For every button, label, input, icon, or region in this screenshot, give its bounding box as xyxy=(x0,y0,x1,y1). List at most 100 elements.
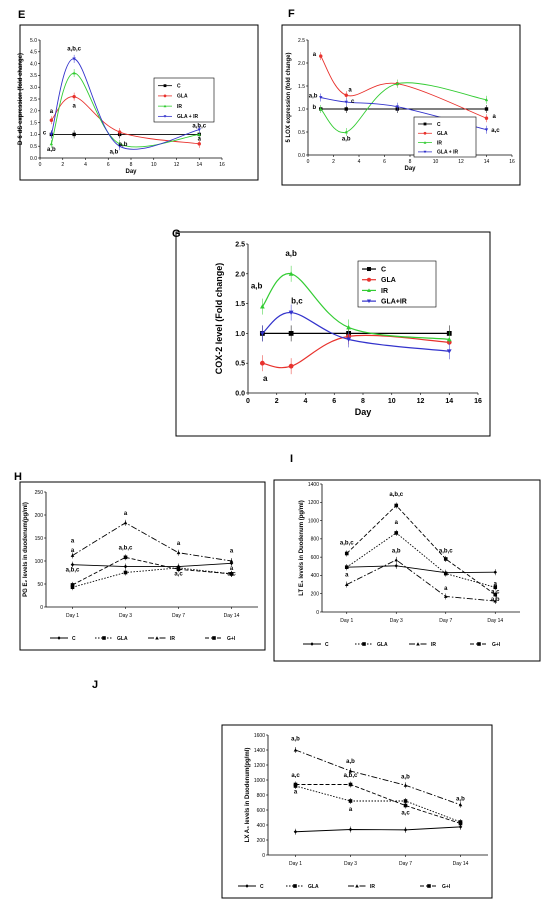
data-point xyxy=(493,585,498,590)
data-point xyxy=(443,557,448,561)
y-tick-label: 2.0 xyxy=(298,61,305,67)
data-point xyxy=(288,363,294,369)
data-point xyxy=(484,116,489,120)
y-tick-label: 200 xyxy=(35,513,44,519)
panel-g: G 0 2 4 6 8 10 12 14 16 0.0 0.5 1.0 1.5 2.0 2.5 Day COX-2… xyxy=(172,228,491,437)
x-tick-label: 4 xyxy=(84,162,87,168)
data-point xyxy=(395,105,399,109)
series-line xyxy=(72,556,232,586)
x-tick-label: 10 xyxy=(151,162,157,168)
data-point xyxy=(348,827,353,832)
series-line xyxy=(346,559,496,602)
y-tick-label: 1200 xyxy=(254,763,265,769)
series-gla xyxy=(293,783,463,825)
legend: C GLA IR GLA + IR xyxy=(413,116,477,158)
y-tick-label: 400 xyxy=(257,823,266,829)
data-point xyxy=(344,100,348,104)
series-gla-ir xyxy=(49,54,201,151)
legend-entry: GLA xyxy=(437,131,448,137)
data-point xyxy=(123,570,128,575)
series-gla xyxy=(70,564,234,591)
legend: C GLA IR G+I xyxy=(50,636,236,642)
y-axis-label: COX-2 level (Fold change) xyxy=(214,263,224,375)
significance-label: a xyxy=(124,511,128,517)
data-point xyxy=(197,142,201,146)
panel-frame xyxy=(19,24,259,181)
significance-label: a xyxy=(345,572,349,578)
y-tick-label: 1.5 xyxy=(298,84,305,90)
data-point xyxy=(259,331,265,336)
data-point xyxy=(458,825,463,829)
significance-label: a,b xyxy=(456,796,465,802)
y-tick-label: 1600 xyxy=(254,733,265,739)
legend-entry: G+I xyxy=(492,642,501,648)
x-tick-label: 0 xyxy=(246,398,250,405)
x-tick-label: Day 1 xyxy=(340,618,353,624)
x-tick-label: 8 xyxy=(130,162,133,168)
significance-label: a xyxy=(72,103,76,109)
legend-entry: GLA xyxy=(381,277,396,284)
data-point xyxy=(117,144,122,148)
legend-entry: IR xyxy=(431,642,436,648)
data-point xyxy=(403,783,408,787)
significance-label: a,b,c xyxy=(192,123,206,129)
x-tick-label: 2 xyxy=(275,398,279,405)
x-tick-label: 12 xyxy=(417,398,425,405)
significance-label: a,c xyxy=(291,773,300,779)
data-point xyxy=(493,592,498,597)
y-tick-label: 0.5 xyxy=(235,361,245,368)
data-point xyxy=(403,803,408,808)
legend-marker xyxy=(163,84,167,88)
legend-entry: IR xyxy=(381,288,388,295)
y-tick-label: 600 xyxy=(311,555,320,561)
x-tick-label: Day 3 xyxy=(119,613,132,619)
significance-label: a,b xyxy=(309,94,318,100)
data-point xyxy=(176,550,181,555)
y-tick-label: 0.0 xyxy=(298,153,305,159)
legend-entry: GLA xyxy=(308,884,319,890)
data-point xyxy=(443,594,448,598)
series-line xyxy=(72,567,232,588)
data-point xyxy=(70,553,75,557)
series-g-i xyxy=(293,781,463,827)
x-tick-label: 12 xyxy=(458,159,464,165)
legend-marker xyxy=(423,150,427,154)
significance-label: a,b,c xyxy=(119,546,133,552)
x-axis-label: Day xyxy=(125,169,137,175)
significance-label: a,b,c xyxy=(66,568,80,574)
data-point xyxy=(197,132,201,136)
legend-marker xyxy=(102,636,106,640)
legend-entry: C xyxy=(381,267,386,274)
legend-marker xyxy=(155,636,159,640)
y-tick-label: 0 xyxy=(40,605,43,611)
x-tick-label: Day 3 xyxy=(344,861,357,867)
legend-entry: IR xyxy=(437,140,442,146)
significance-label: a xyxy=(294,790,298,796)
x-tick-label: 14 xyxy=(445,398,453,405)
significance-label: a,b xyxy=(119,142,128,148)
panel-label: F xyxy=(288,8,295,20)
y-tick-label: 5.0 xyxy=(30,38,37,44)
significance-label: c xyxy=(43,130,47,136)
y-tick-label: 200 xyxy=(311,592,320,598)
data-point xyxy=(319,107,323,111)
y-tick-label: 1400 xyxy=(254,748,265,754)
x-tick-label: 0 xyxy=(39,162,42,168)
legend-marker xyxy=(423,122,427,126)
y-tick-label: 1000 xyxy=(308,518,319,524)
series-line xyxy=(72,522,232,562)
y-tick-label: 1.0 xyxy=(235,331,245,338)
panel-label: I xyxy=(290,453,293,465)
legend-marker xyxy=(293,884,297,888)
significance-label: a xyxy=(444,586,448,592)
legend-entry: IR xyxy=(370,884,375,890)
y-tick-label: 1.5 xyxy=(235,301,245,308)
legend-entry: GLA + IR xyxy=(177,114,198,120)
panel-label: E xyxy=(18,9,25,21)
data-point xyxy=(319,54,323,58)
significance-label: a,c xyxy=(174,572,183,578)
significance-label: a,b,c xyxy=(389,492,403,498)
y-tick-label: 2.5 xyxy=(30,97,37,103)
x-tick-label: Day 7 xyxy=(399,861,412,867)
data-point xyxy=(446,336,452,342)
